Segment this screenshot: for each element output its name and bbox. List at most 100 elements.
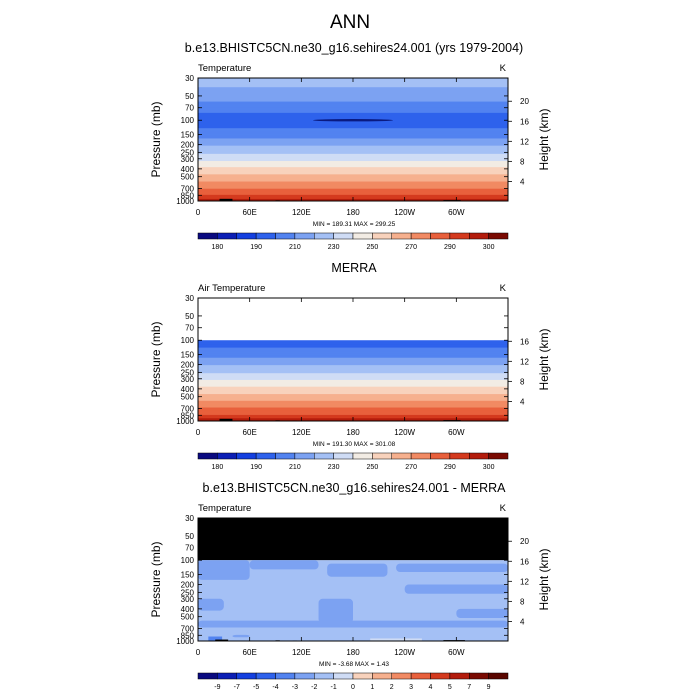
topography-mask — [215, 639, 229, 641]
pressure-tick-label: 30 — [185, 514, 194, 523]
contour-band — [198, 354, 508, 356]
pressure-tick-label: 500 — [181, 393, 195, 402]
panel-title: MERRA — [331, 261, 377, 275]
contour-band — [198, 344, 508, 346]
colorbar-label: -3 — [292, 684, 298, 691]
contour-band — [198, 363, 508, 365]
contour-band — [198, 392, 508, 394]
contour-band — [198, 358, 508, 360]
contour-band — [198, 348, 508, 351]
contour-band — [198, 139, 508, 142]
pressure-tick-label: 150 — [181, 350, 195, 359]
contour-band — [198, 361, 508, 363]
panel-diff: b.e13.BHISTC5CN.ne30_g16.sehires24.001 -… — [149, 481, 551, 691]
height-tick-label: 16 — [520, 557, 529, 566]
contour-band — [198, 379, 508, 381]
colorbar-swatch — [430, 452, 451, 460]
height-tick-label: 20 — [520, 537, 529, 546]
longitude-tick-label: 120E — [292, 648, 311, 657]
diff-near-zero-patch — [370, 638, 422, 641]
colorbar-label: 290 — [444, 464, 456, 471]
colorbar-swatch — [391, 232, 412, 240]
contour-band — [198, 363, 508, 365]
contour-band — [198, 366, 508, 368]
contour-band — [198, 89, 508, 91]
colorbar-swatch — [197, 672, 218, 680]
contour-band — [198, 410, 508, 412]
contour-band — [198, 371, 508, 374]
contour-band — [198, 86, 508, 88]
colorbar-label: 210 — [289, 464, 301, 471]
pressure-tick-label: 700 — [181, 184, 195, 193]
colorbar-label: 250 — [367, 464, 379, 471]
contour-band — [198, 140, 508, 143]
contour-band — [198, 411, 508, 413]
contour-band — [198, 127, 508, 129]
colorbar-swatch — [197, 452, 218, 460]
contour-band — [198, 399, 508, 401]
contour-band — [198, 362, 508, 364]
contour-band — [198, 114, 508, 117]
contour-band — [198, 351, 508, 353]
contour-band — [198, 367, 508, 369]
contour-band — [198, 142, 508, 145]
contour-band — [198, 370, 508, 372]
colorbar-swatch — [410, 232, 431, 240]
contour-band — [198, 415, 508, 417]
colorbar-swatch — [294, 232, 315, 240]
height-tick-label: 8 — [520, 377, 525, 386]
pressure-tick-label: 300 — [181, 375, 195, 384]
colorbar-swatch — [314, 232, 334, 240]
contour-band — [198, 395, 508, 397]
colorbar-swatch — [488, 232, 509, 240]
contour-band — [198, 374, 508, 376]
diff-negative-patch — [198, 560, 250, 580]
longitude-tick-label: 60E — [243, 428, 257, 437]
contour-band — [198, 371, 508, 373]
colorbar-swatch — [236, 672, 257, 680]
longitude-tick-label: 0 — [196, 428, 201, 437]
y-axis-title-right: Height (km) — [537, 548, 551, 610]
contour-band — [198, 90, 508, 92]
colorbar-swatch — [275, 232, 296, 240]
contour-band — [198, 189, 508, 192]
contour-band — [198, 398, 508, 400]
panel-units-label: K — [500, 503, 507, 514]
contour-band — [198, 383, 508, 385]
colorbar-label: 250 — [367, 244, 379, 251]
pressure-tick-label: 100 — [181, 336, 195, 345]
contour-band — [198, 148, 508, 151]
contour-band — [198, 346, 508, 348]
pressure-tick-label: 70 — [185, 324, 194, 333]
pressure-tick-label: 850 — [181, 411, 195, 420]
contour-band — [198, 123, 508, 125]
contour-band — [198, 403, 508, 405]
contour-band — [198, 163, 508, 165]
contour-band — [198, 386, 508, 388]
contour-band — [198, 365, 508, 367]
contour-band — [198, 178, 508, 180]
contour-band — [198, 340, 508, 343]
contour-band — [198, 412, 508, 414]
contour-band — [198, 349, 508, 351]
contour-band — [198, 182, 508, 185]
contour-band — [198, 158, 508, 161]
colorbar-swatch — [275, 452, 296, 460]
pressure-tick-label: 250 — [181, 148, 195, 157]
diff-negative-patch — [404, 584, 508, 594]
contour-band — [198, 190, 508, 193]
contour-band — [198, 105, 508, 108]
contour-band — [198, 132, 508, 134]
diff-negative-patch — [232, 634, 250, 638]
contour-band — [198, 355, 508, 357]
contour-band — [198, 396, 508, 398]
contour-band — [198, 413, 508, 415]
pressure-tick-label: 30 — [185, 294, 194, 303]
contour-band — [198, 350, 508, 352]
contour-band — [198, 84, 508, 86]
contour-band — [198, 347, 508, 349]
contour-band — [198, 133, 508, 135]
contour-band — [198, 92, 508, 94]
contour-band — [198, 407, 508, 409]
contour-band — [198, 380, 508, 382]
